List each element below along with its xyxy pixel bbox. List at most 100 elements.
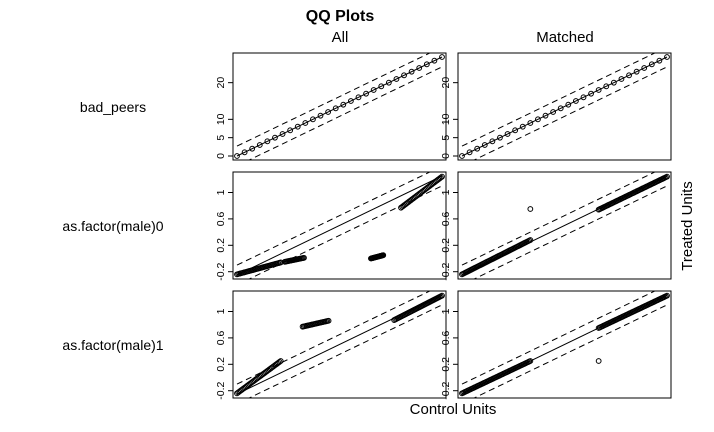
- qq-point: [459, 153, 465, 159]
- panel-2-0: -0.2 0.2 0.6 1: [215, 290, 447, 400]
- qq-point: [527, 206, 534, 212]
- qq-point: [234, 153, 240, 159]
- qq-point: [519, 123, 526, 130]
- panel-1-1: -0.2 0.2 0.6 1: [440, 171, 672, 281]
- qq-point: [302, 120, 309, 126]
- y-tick-label: 1: [440, 308, 452, 314]
- qq-point: [466, 149, 473, 156]
- upper-band-line: [236, 291, 431, 385]
- panel-frame: [457, 171, 672, 280]
- reference-line: [236, 175, 443, 276]
- upper-band-line: [236, 172, 431, 266]
- panel-2-1: -0.2 0.2 0.6 1: [440, 290, 672, 400]
- qq-point: [626, 72, 632, 79]
- qq-point: [565, 101, 572, 108]
- qq-point: [416, 65, 423, 71]
- qq-point: [610, 79, 617, 86]
- panel-plot-area: [234, 172, 445, 279]
- upper-band-line: [236, 53, 431, 147]
- qq-point: [595, 87, 602, 93]
- panel-0-0: 0 5 10 20: [215, 52, 447, 161]
- lower-band-line: [248, 66, 443, 160]
- qq-point: [527, 120, 534, 126]
- y-tick-label: 0.6: [440, 211, 452, 226]
- qq-point: [489, 138, 496, 145]
- y-tick-label: 0.6: [215, 211, 227, 226]
- qq-point: [497, 134, 503, 141]
- y-tick-label: 5: [215, 135, 227, 141]
- panel-frame: [457, 290, 672, 399]
- column-label-all: All: [332, 29, 349, 46]
- qq-point: [294, 123, 301, 130]
- lower-band-line: [248, 185, 443, 279]
- y-tick-label: 0: [215, 153, 227, 159]
- y-tick-label: 20: [440, 77, 452, 89]
- qq-point: [603, 83, 610, 90]
- qq-point: [431, 57, 438, 64]
- y-axis-label: Treated Units: [679, 181, 696, 270]
- qq-point: [527, 237, 534, 243]
- qq-point: [504, 131, 511, 137]
- upper-band-line: [461, 53, 656, 147]
- y-tick-label: 5: [440, 135, 452, 141]
- panel-frame: [232, 290, 447, 399]
- qq-point: [385, 79, 392, 86]
- y-tick-label: 1: [215, 308, 227, 314]
- qq-point: [249, 145, 256, 152]
- panel-frame: [232, 52, 447, 161]
- qq-point: [317, 112, 324, 119]
- qq-point: [618, 76, 625, 82]
- row-label-male1: as.factor(male)1: [62, 337, 163, 353]
- panel-0-1: 0 5 10 20: [440, 52, 672, 161]
- qq-point: [481, 142, 488, 148]
- y-tick-label: 20: [215, 77, 227, 89]
- lower-band-line: [473, 66, 668, 160]
- y-tick-label: 0.2: [215, 238, 227, 253]
- qq-point: [572, 98, 579, 104]
- y-tick-label: 0.2: [440, 357, 452, 372]
- column-label-matched: Matched: [536, 29, 594, 46]
- y-tick-label: -0.2: [440, 262, 452, 280]
- qq-point: [325, 317, 332, 324]
- y-tick-label: 0.2: [215, 357, 227, 372]
- y-tick-label: -0.2: [440, 381, 452, 399]
- y-tick-label: 0.2: [440, 238, 452, 253]
- qq-point: [277, 358, 284, 364]
- row-label-male0: as.factor(male)0: [62, 218, 163, 234]
- panel-plot-area: [459, 172, 670, 279]
- qq-point: [439, 292, 445, 299]
- y-tick-label: 10: [215, 113, 227, 125]
- lower-band-line: [473, 304, 668, 398]
- qq-point: [633, 68, 640, 75]
- upper-band-line: [461, 172, 656, 266]
- lower-band-line: [248, 304, 443, 398]
- qq-point: [648, 61, 655, 68]
- qq-point: [287, 127, 294, 134]
- panel-plot-area: [459, 291, 670, 398]
- qq-point: [256, 142, 263, 148]
- qq-point: [380, 252, 387, 259]
- qq-point: [437, 174, 444, 181]
- qq-point: [423, 61, 430, 68]
- qq-point: [378, 83, 385, 90]
- y-tick-label: 0: [440, 153, 452, 159]
- qq-point: [279, 131, 286, 137]
- upper-band-line: [461, 291, 656, 385]
- qq-point: [241, 149, 248, 156]
- qq-point: [550, 109, 557, 115]
- qq-point: [664, 173, 670, 180]
- panel-plot-area: [459, 53, 670, 160]
- panel-plot-area: [234, 53, 445, 160]
- qq-point: [355, 94, 362, 101]
- chart-title: QQ Plots: [306, 8, 375, 25]
- qq-point: [439, 54, 445, 60]
- y-tick-label: 10: [440, 113, 452, 125]
- reference-line: [236, 56, 443, 157]
- qq-point: [580, 94, 587, 101]
- qq-point: [588, 90, 594, 97]
- qq-point: [664, 292, 670, 299]
- qq-point: [439, 173, 445, 180]
- y-tick-label: 0.6: [440, 330, 452, 345]
- qq-point: [347, 98, 354, 104]
